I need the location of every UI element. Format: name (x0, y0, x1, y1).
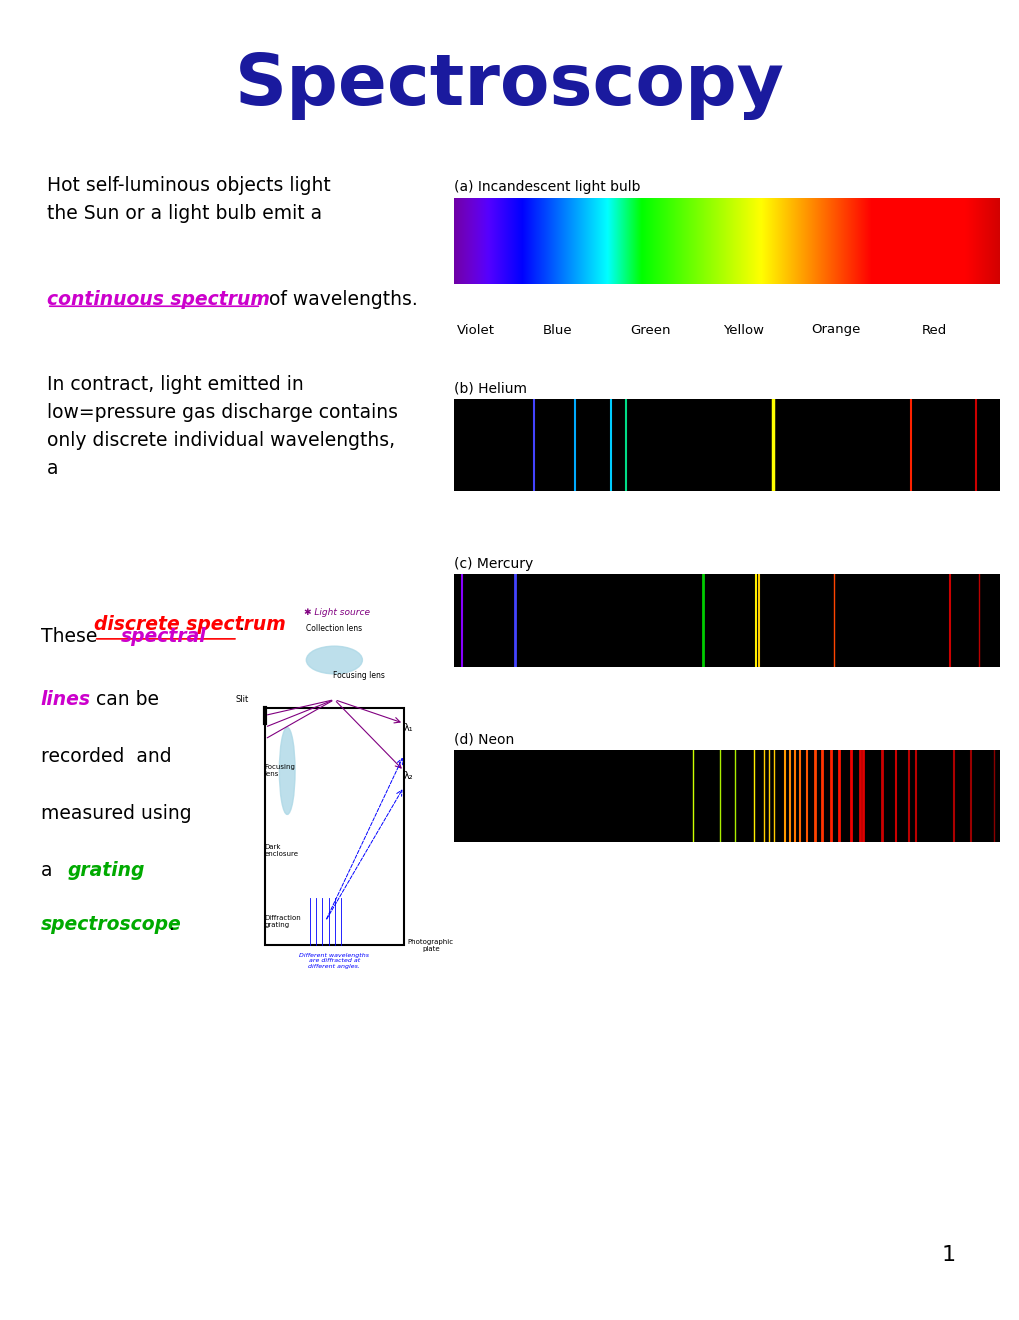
Text: (d) Neon: (d) Neon (453, 733, 514, 746)
Text: Orange: Orange (810, 323, 860, 337)
Text: 1: 1 (941, 1245, 955, 1265)
Text: (b) Helium: (b) Helium (453, 381, 527, 395)
Text: These: These (41, 627, 103, 645)
Text: continuous spectrum: continuous spectrum (47, 290, 270, 309)
Text: Slit: Slit (235, 696, 249, 704)
Text: Collection lens: Collection lens (306, 624, 362, 632)
Text: In contract, light emitted in
low=pressure gas discharge contains
only discrete : In contract, light emitted in low=pressu… (47, 375, 397, 478)
Text: recorded  and: recorded and (41, 747, 171, 766)
Text: measured using: measured using (41, 804, 192, 824)
Text: Photographic
plate: Photographic plate (408, 939, 453, 952)
Text: can be: can be (90, 690, 159, 709)
Text: of wavelengths.: of wavelengths. (263, 290, 418, 309)
Text: λ₁: λ₁ (404, 723, 413, 734)
Text: spectral: spectral (120, 627, 206, 645)
Text: λ₂: λ₂ (404, 771, 413, 781)
Text: Blue: Blue (542, 323, 572, 337)
Text: Violet: Violet (457, 323, 494, 337)
Text: a: a (41, 861, 58, 880)
Text: (c) Mercury: (c) Mercury (453, 557, 533, 570)
Text: Yellow: Yellow (721, 323, 763, 337)
Text: .: . (169, 915, 175, 935)
Text: ✱ Light source: ✱ Light source (304, 609, 369, 616)
Text: (a) Incandescent light bulb: (a) Incandescent light bulb (453, 181, 640, 194)
Text: discrete spectrum: discrete spectrum (94, 615, 285, 634)
Text: lines: lines (41, 690, 91, 709)
Ellipse shape (306, 645, 362, 673)
Text: spectroscope: spectroscope (41, 915, 181, 935)
Text: Focusing lens: Focusing lens (333, 672, 384, 680)
Bar (265, 708, 404, 945)
Text: Spectroscopy: Spectroscopy (234, 51, 785, 120)
Text: Dark
enclosure: Dark enclosure (265, 843, 299, 857)
Ellipse shape (279, 727, 294, 814)
Text: Diffraction
grating: Diffraction grating (265, 915, 302, 928)
Text: Green: Green (630, 323, 669, 337)
Text: Different wavelengths
are diffracted at
different angles.: Different wavelengths are diffracted at … (299, 953, 369, 969)
Text: Hot self-luminous objects light
the Sun or a light bulb emit a: Hot self-luminous objects light the Sun … (47, 176, 330, 223)
Text: grating: grating (67, 861, 145, 880)
Text: Focusing
lens: Focusing lens (265, 764, 296, 777)
Text: .: . (238, 615, 245, 634)
Text: Red: Red (920, 323, 946, 337)
